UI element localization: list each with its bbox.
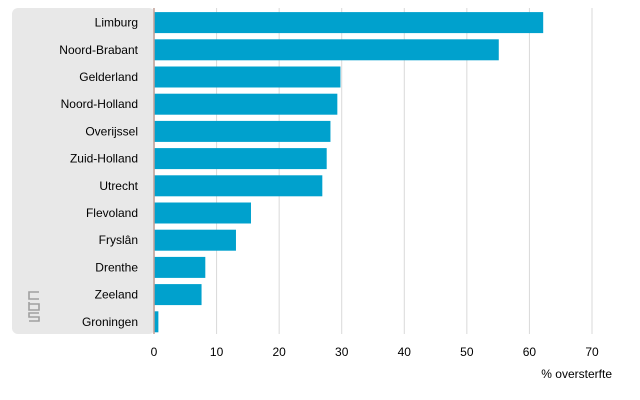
x-tick-label: 0 [151, 345, 158, 359]
bar [154, 229, 236, 251]
x-tick-label: 70 [585, 345, 599, 359]
category-label: Gelderland [79, 70, 138, 84]
x-tick-label: 20 [272, 345, 286, 359]
category-label-panel [12, 8, 155, 334]
category-label: Noord-Holland [61, 97, 138, 111]
category-label: Overijssel [85, 124, 138, 138]
category-labels: Limburg Noord-Brabant Gelderland Noord-Holl… [59, 16, 138, 329]
bar [154, 12, 544, 34]
bar [154, 175, 323, 197]
bar [154, 120, 331, 142]
x-tick-labels: 0 10 20 30 40 50 60 70 [151, 345, 599, 359]
category-label: Zuid-Holland [70, 152, 138, 166]
bar [154, 284, 202, 306]
bar [154, 148, 327, 170]
x-tick-label: 30 [335, 345, 349, 359]
category-label: Flevoland [86, 206, 138, 220]
x-tick-label: 10 [210, 345, 224, 359]
x-tick-label: 50 [460, 345, 474, 359]
category-label: Fryslân [99, 233, 138, 247]
category-label: Zeeland [95, 288, 138, 302]
x-axis-title: % oversterfte [541, 367, 612, 381]
bar [154, 311, 159, 333]
bar [154, 256, 206, 278]
category-label: Noord-Brabant [59, 43, 138, 57]
category-label: Limburg [95, 16, 138, 30]
x-tick-label: 60 [523, 345, 537, 359]
category-label: Drenthe [95, 260, 138, 274]
bar [154, 39, 499, 61]
bars [154, 12, 544, 333]
grid-lines [216, 8, 593, 334]
bar [154, 66, 341, 88]
x-tick-label: 40 [398, 345, 412, 359]
category-label: Groningen [82, 315, 138, 329]
bar [154, 93, 338, 115]
category-label: Utrecht [99, 179, 138, 193]
bar [154, 202, 251, 224]
cbs-logo-icon [28, 291, 40, 322]
